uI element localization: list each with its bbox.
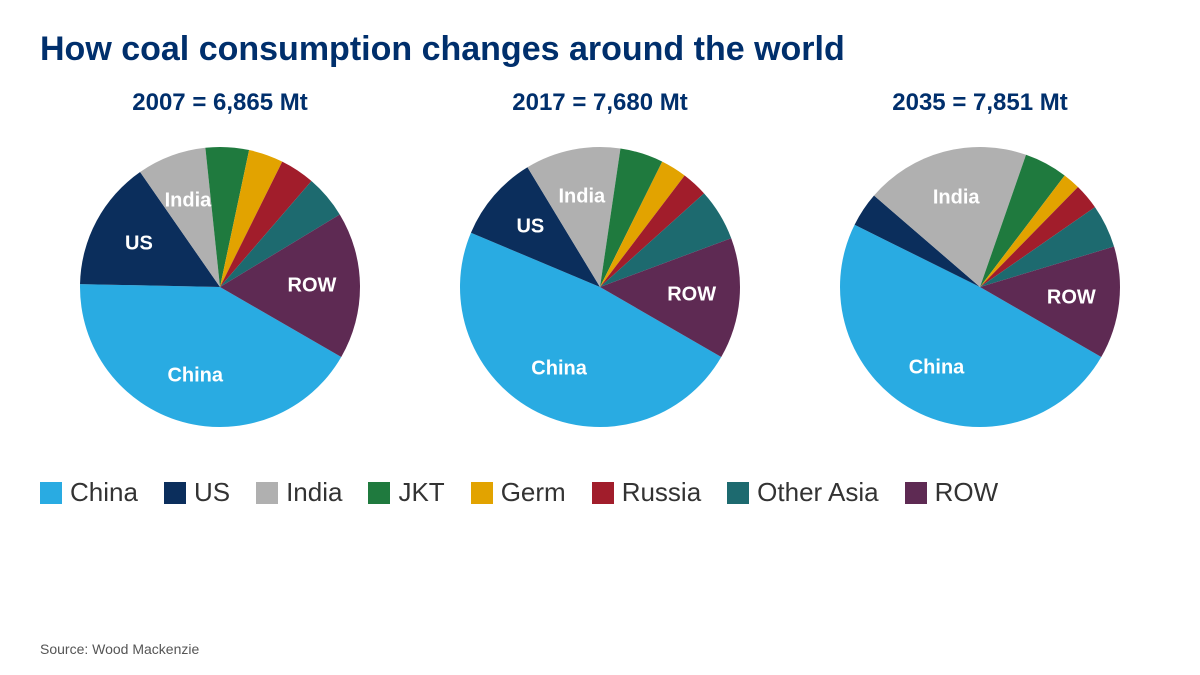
legend-item-jkt: JKT <box>368 477 444 508</box>
chart-col-0: 2007 = 6,865 Mt ChinaUSIndiaROW <box>40 89 400 447</box>
chart-caption-0: 2007 = 6,865 Mt <box>132 89 307 117</box>
legend: China US India JKT Germ Russia Other Asia ROW <box>40 477 1160 508</box>
pie-chart-0: ChinaUSIndiaROW <box>60 127 380 447</box>
pie-chart-1: ChinaUSIndiaROW <box>440 127 760 447</box>
legend-swatch-india <box>256 482 278 504</box>
legend-item-other_asia: Other Asia <box>727 477 878 508</box>
legend-swatch-china <box>40 482 62 504</box>
legend-swatch-other_asia <box>727 482 749 504</box>
legend-item-germ: Germ <box>471 477 566 508</box>
chart-container: How coal consumption changes around the … <box>0 0 1200 675</box>
legend-item-china: China <box>40 477 138 508</box>
source-text: Source: Wood Mackenzie <box>40 641 199 657</box>
legend-swatch-jkt <box>368 482 390 504</box>
legend-item-row: ROW <box>905 477 999 508</box>
legend-label-russia: Russia <box>622 477 701 508</box>
chart-col-2: 2035 = 7,851 Mt ChinaIndiaROW <box>800 89 1160 447</box>
legend-label-jkt: JKT <box>398 477 444 508</box>
chart-caption-2: 2035 = 7,851 Mt <box>892 89 1067 117</box>
pie-chart-2: ChinaIndiaROW <box>820 127 1140 447</box>
charts-row: 2007 = 6,865 Mt ChinaUSIndiaROW 2017 = 7… <box>40 89 1160 447</box>
legend-item-us: US <box>164 477 230 508</box>
legend-item-russia: Russia <box>592 477 701 508</box>
legend-label-china: China <box>70 477 138 508</box>
legend-label-row: ROW <box>935 477 999 508</box>
chart-col-1: 2017 = 7,680 Mt ChinaUSIndiaROW <box>420 89 780 447</box>
legend-label-other_asia: Other Asia <box>757 477 878 508</box>
legend-swatch-us <box>164 482 186 504</box>
legend-item-india: India <box>256 477 342 508</box>
legend-swatch-row <box>905 482 927 504</box>
chart-caption-1: 2017 = 7,680 Mt <box>512 89 687 117</box>
legend-label-india: India <box>286 477 342 508</box>
legend-swatch-russia <box>592 482 614 504</box>
legend-swatch-germ <box>471 482 493 504</box>
page-title: How coal consumption changes around the … <box>40 30 1160 69</box>
legend-label-germ: Germ <box>501 477 566 508</box>
legend-label-us: US <box>194 477 230 508</box>
